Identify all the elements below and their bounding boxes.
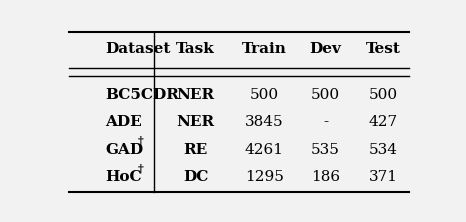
Text: 500: 500 [311,88,340,102]
Text: NER: NER [177,115,214,129]
Text: 4261: 4261 [245,143,284,157]
Text: Dataset: Dataset [105,42,171,56]
Text: 371: 371 [369,170,398,184]
Text: BC5CDR: BC5CDR [105,88,179,102]
Text: RE: RE [183,143,208,157]
Text: DC: DC [183,170,208,184]
Text: 427: 427 [369,115,398,129]
Text: Dev: Dev [309,42,342,56]
Text: 535: 535 [311,143,340,157]
Text: Task: Task [176,42,215,56]
Text: GAD: GAD [105,143,144,157]
Text: 3845: 3845 [245,115,283,129]
Text: 500: 500 [369,88,398,102]
Text: †: † [138,135,144,146]
Text: 534: 534 [369,143,398,157]
Text: HoC: HoC [105,170,142,184]
Text: NER: NER [177,88,214,102]
Text: ADE: ADE [105,115,142,129]
Text: †: † [138,162,144,173]
Text: -: - [323,115,328,129]
Text: 1295: 1295 [245,170,283,184]
Text: Test: Test [366,42,401,56]
Text: Train: Train [242,42,287,56]
Text: 186: 186 [311,170,340,184]
Text: 500: 500 [250,88,279,102]
